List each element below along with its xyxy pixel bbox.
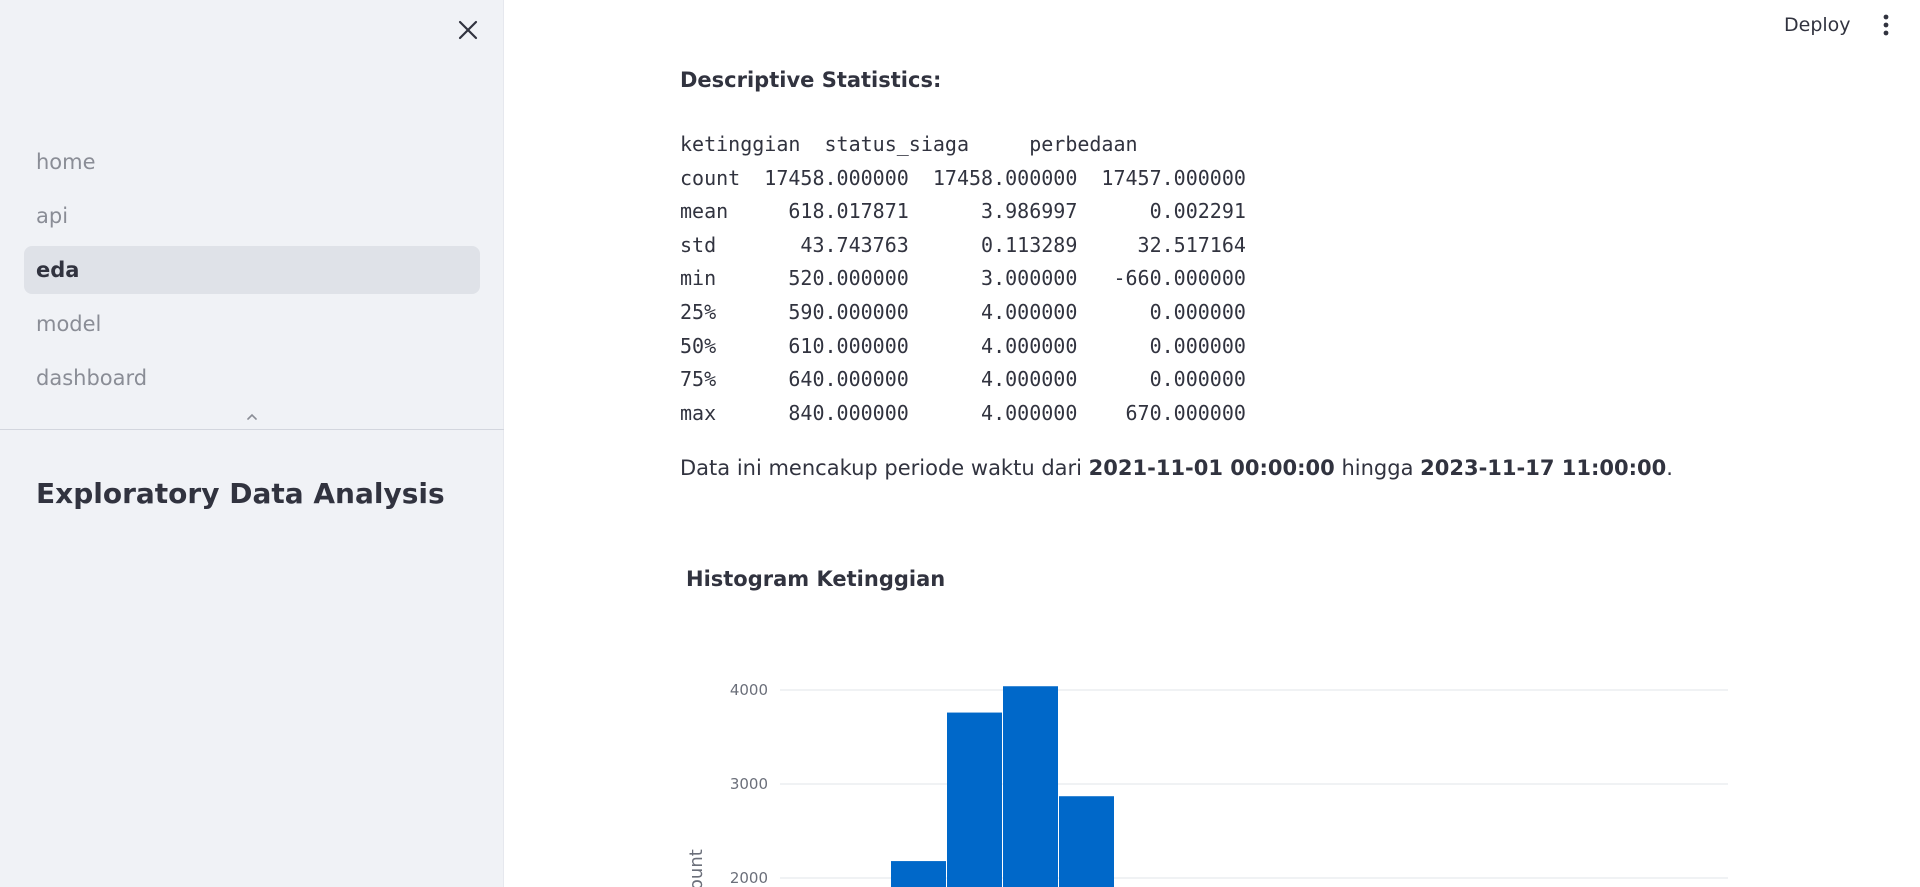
sidebar-item-label: api: [36, 204, 69, 228]
sidebar-item-label: eda: [36, 258, 80, 282]
sidebar: home api eda model dashboard Exploratory…: [0, 0, 504, 887]
collapse-nav-button[interactable]: [244, 409, 260, 425]
period-text: Data ini mencakup periode waktu dari 202…: [680, 456, 1673, 480]
period-end: 2023-11-17 11:00:00: [1420, 456, 1667, 480]
sidebar-divider: [0, 429, 504, 430]
sidebar-item-model[interactable]: model: [24, 300, 480, 348]
main-menu-button[interactable]: [1872, 10, 1900, 40]
period-prefix: Data ini mencakup periode waktu dari: [680, 456, 1089, 480]
sidebar-item-home[interactable]: home: [24, 138, 480, 186]
sidebar-heading: Exploratory Data Analysis: [36, 477, 445, 510]
chevron-up-icon: [247, 413, 257, 420]
histogram-bar[interactable]: [891, 861, 946, 887]
close-icon: [458, 20, 478, 40]
y-tick-label: 4000: [730, 681, 768, 699]
sidebar-item-eda[interactable]: eda: [24, 246, 480, 294]
histogram-bar[interactable]: [1003, 686, 1058, 887]
sidebar-nav: home api eda model dashboard: [24, 138, 480, 408]
deploy-button[interactable]: Deploy: [1784, 14, 1851, 36]
histogram-chart: 2000 3000 4000 count: [686, 681, 1728, 887]
sidebar-item-api[interactable]: api: [24, 192, 480, 240]
sidebar-item-dashboard[interactable]: dashboard: [24, 354, 480, 402]
stats-title: Descriptive Statistics:: [680, 68, 942, 92]
histogram-title: Histogram Ketinggian: [686, 567, 946, 591]
more-vertical-icon: [1883, 14, 1889, 36]
y-axis-label: count: [686, 849, 707, 887]
period-middle: hingga: [1334, 456, 1421, 480]
sidebar-item-label: model: [36, 312, 102, 336]
y-tick-label: 2000: [730, 869, 768, 887]
sidebar-item-label: dashboard: [36, 366, 148, 390]
sidebar-item-label: home: [36, 150, 96, 174]
close-sidebar-button[interactable]: [452, 14, 484, 46]
y-tick-label: 3000: [730, 775, 768, 793]
histogram-bar[interactable]: [947, 712, 1002, 887]
histogram-bar[interactable]: [1059, 796, 1114, 887]
period-start: 2021-11-01 00:00:00: [1088, 456, 1335, 480]
period-suffix: .: [1666, 456, 1673, 480]
stats-table: ketinggian status_siaga perbedaan count …: [680, 132, 1246, 425]
